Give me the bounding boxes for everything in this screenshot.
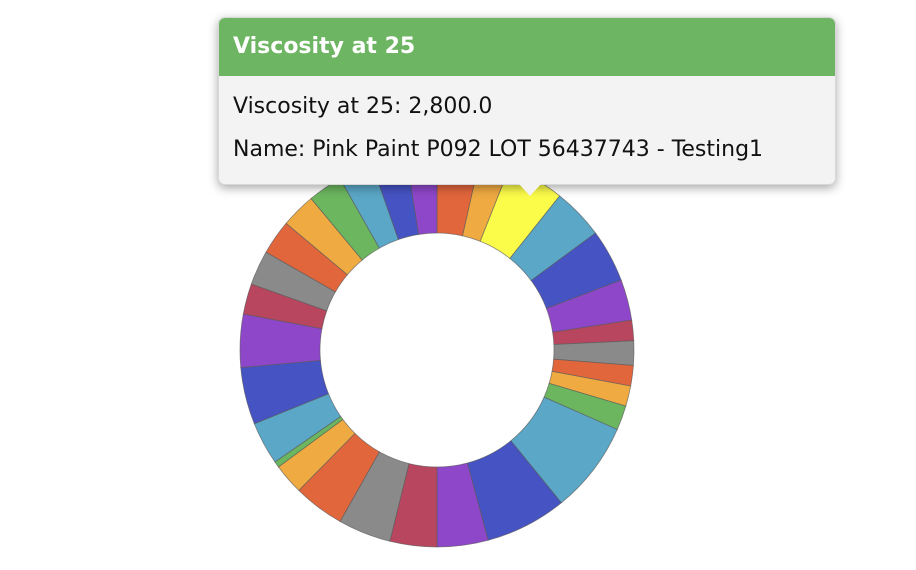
tooltip: Viscosity at 25 Viscosity at 25: 2,800.0… bbox=[218, 17, 836, 196]
tooltip-value: Viscosity at 25: 2,800.0 bbox=[233, 94, 493, 119]
tooltip-title: Viscosity at 25 bbox=[219, 18, 835, 76]
tooltip-pointer bbox=[519, 184, 541, 196]
tooltip-name: Name: Pink Paint P092 LOT 56437743 - Tes… bbox=[233, 137, 764, 162]
